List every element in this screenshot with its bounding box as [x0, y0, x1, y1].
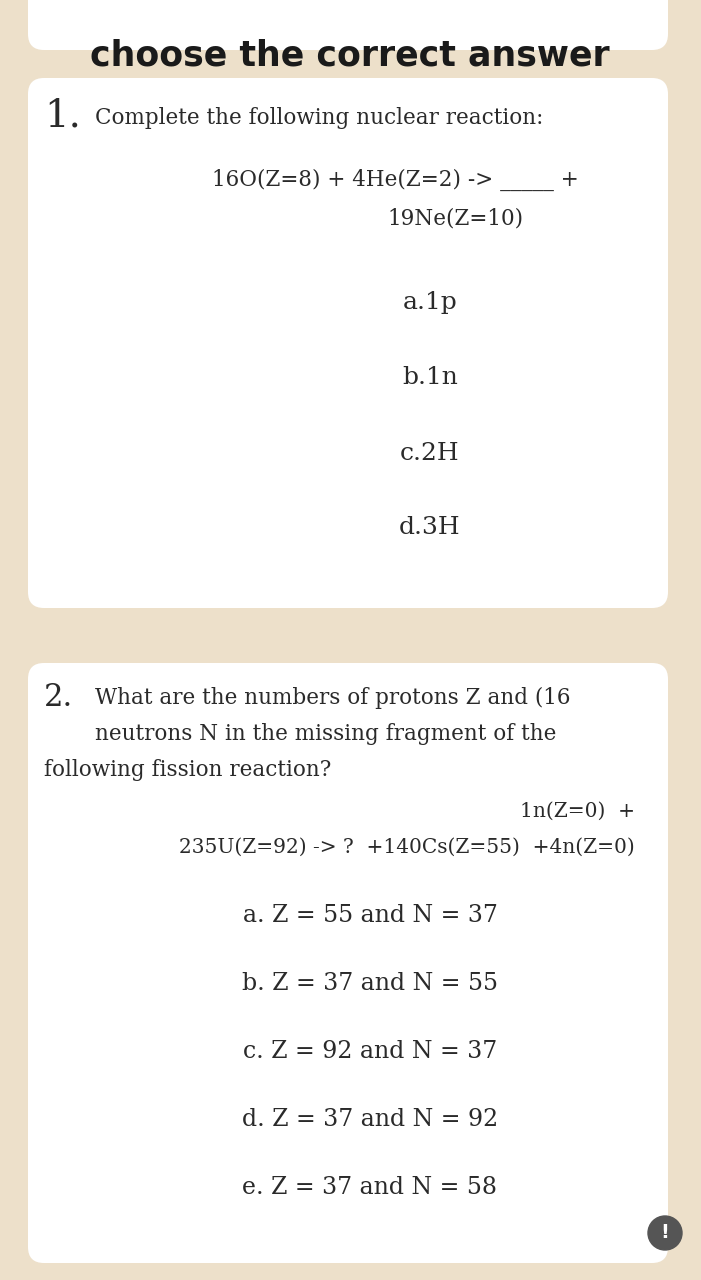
- Text: 1n(Z=0)  +: 1n(Z=0) +: [520, 801, 635, 820]
- Text: neutrons N in the missing fragment of the: neutrons N in the missing fragment of th…: [95, 723, 557, 745]
- Text: !: !: [660, 1224, 669, 1243]
- Text: b.1n: b.1n: [402, 366, 458, 389]
- Text: e. Z = 37 and N = 58: e. Z = 37 and N = 58: [243, 1176, 498, 1199]
- Text: d.3H: d.3H: [399, 517, 461, 539]
- FancyBboxPatch shape: [28, 0, 668, 50]
- FancyBboxPatch shape: [28, 78, 668, 608]
- Text: a.1p: a.1p: [402, 292, 457, 315]
- Text: c.2H: c.2H: [400, 442, 460, 465]
- Text: 19Ne(Z=10): 19Ne(Z=10): [387, 207, 523, 229]
- Text: a. Z = 55 and N = 37: a. Z = 55 and N = 37: [243, 905, 498, 928]
- Text: choose the correct answer: choose the correct answer: [90, 38, 610, 72]
- Text: Complete the following nuclear reaction:: Complete the following nuclear reaction:: [95, 108, 543, 129]
- Text: 235U(Z=92) -> ?  +140Cs(Z=55)  +4n(Z=0): 235U(Z=92) -> ? +140Cs(Z=55) +4n(Z=0): [179, 837, 635, 856]
- Circle shape: [648, 1216, 682, 1251]
- Text: 1.: 1.: [44, 97, 81, 134]
- Text: c. Z = 92 and N = 37: c. Z = 92 and N = 37: [243, 1041, 497, 1064]
- Text: b. Z = 37 and N = 55: b. Z = 37 and N = 55: [242, 973, 498, 996]
- Text: d. Z = 37 and N = 92: d. Z = 37 and N = 92: [242, 1108, 498, 1132]
- Text: 2.: 2.: [44, 682, 73, 713]
- Text: following fission reaction?: following fission reaction?: [44, 759, 332, 781]
- FancyBboxPatch shape: [28, 663, 668, 1263]
- Text: 16O(Z=8) + 4He(Z=2) -> _____ +: 16O(Z=8) + 4He(Z=2) -> _____ +: [212, 169, 578, 191]
- Text: What are the numbers of protons Z and (16: What are the numbers of protons Z and (1…: [95, 687, 571, 709]
